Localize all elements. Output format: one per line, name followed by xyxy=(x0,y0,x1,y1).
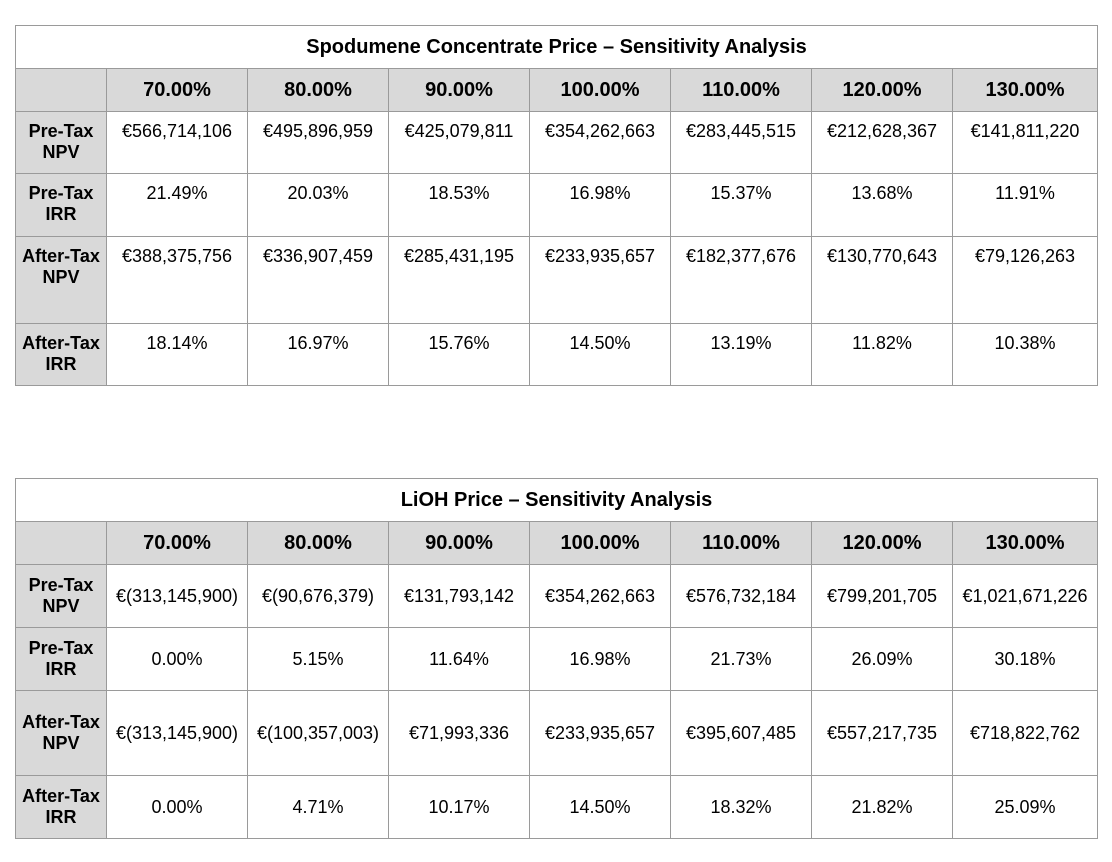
table-cell: 21.82% xyxy=(811,775,953,839)
column-header: 130.00% xyxy=(951,68,1099,112)
table-cell: 16.98% xyxy=(529,173,671,237)
table-row: Pre-Tax NPV €566,714,106 €495,896,959 €4… xyxy=(15,111,1099,174)
table-cell: €71,993,336 xyxy=(388,690,530,776)
row-label-pre-tax-npv: Pre-Tax NPV xyxy=(15,111,107,174)
row-label-pre-tax-irr: Pre-Tax IRR xyxy=(15,627,107,691)
table-cell: 21.49% xyxy=(106,173,248,237)
table-cell: 18.14% xyxy=(106,323,248,386)
table-cell: €495,896,959 xyxy=(247,111,389,174)
table-cell: €354,262,663 xyxy=(529,564,671,628)
column-header: 70.00% xyxy=(106,68,248,112)
table-row: After-Tax IRR 18.14% 16.97% 15.76% 14.50… xyxy=(15,323,1099,386)
table-cell: 16.97% xyxy=(247,323,389,386)
table-row: After-Tax NPV €388,375,756 €336,907,459 … xyxy=(15,236,1099,324)
table-cell: 26.09% xyxy=(811,627,953,691)
column-header: 120.00% xyxy=(811,521,953,565)
table-cell: 13.19% xyxy=(670,323,812,386)
table-cell: €(90,676,379) xyxy=(247,564,389,628)
table-cell: €182,377,676 xyxy=(670,236,812,324)
table-row: Pre-Tax NPV €(313,145,900) €(90,676,379)… xyxy=(15,564,1098,628)
column-header: 80.00% xyxy=(247,521,389,565)
table-cell: €233,935,657 xyxy=(529,690,671,776)
table-cell: €233,935,657 xyxy=(529,236,671,324)
table-cell: €283,445,515 xyxy=(670,111,812,174)
table-cell: 5.15% xyxy=(247,627,389,691)
table-cell: 18.32% xyxy=(670,775,812,839)
table-cell: 16.98% xyxy=(529,627,671,691)
table-cell: €79,126,263 xyxy=(951,236,1099,324)
column-header: 130.00% xyxy=(952,521,1098,565)
table-cell: 11.64% xyxy=(388,627,530,691)
table-cell: 15.76% xyxy=(388,323,530,386)
table-cell: €(313,145,900) xyxy=(106,564,248,628)
table-cell: 15.37% xyxy=(670,173,812,237)
table-row: After-Tax NPV €(313,145,900) €(100,357,0… xyxy=(15,690,1098,776)
table-cell: 0.00% xyxy=(106,775,248,839)
table-cell: €1,021,671,226 xyxy=(952,564,1098,628)
table-cell: €576,732,184 xyxy=(670,564,812,628)
table-cell: €354,262,663 xyxy=(529,111,671,174)
table-cell: €131,793,142 xyxy=(388,564,530,628)
column-header: 100.00% xyxy=(529,68,671,112)
table-cell: 10.17% xyxy=(388,775,530,839)
column-header: 100.00% xyxy=(529,521,671,565)
lioh-sensitivity-table: LiOH Price – Sensitivity Analysis 70.00%… xyxy=(15,478,1098,839)
column-header: 80.00% xyxy=(247,68,389,112)
table-cell: €799,201,705 xyxy=(811,564,953,628)
column-header: 110.00% xyxy=(670,68,812,112)
row-label-after-tax-npv: After-Tax NPV xyxy=(15,690,107,776)
column-header: 90.00% xyxy=(388,68,530,112)
table-row: After-Tax IRR 0.00% 4.71% 10.17% 14.50% … xyxy=(15,775,1098,839)
table-cell: €(313,145,900) xyxy=(106,690,248,776)
table-cell: 11.82% xyxy=(811,323,953,386)
row-label-pre-tax-irr: Pre-Tax IRR xyxy=(15,173,107,237)
row-label-pre-tax-npv: Pre-Tax NPV xyxy=(15,564,107,628)
spodumene-sensitivity-table: Spodumene Concentrate Price – Sensitivit… xyxy=(14,25,1099,386)
table-cell: 11.91% xyxy=(951,173,1099,237)
table-cell: €(100,357,003) xyxy=(247,690,389,776)
column-header: 90.00% xyxy=(388,521,530,565)
row-label-after-tax-irr: After-Tax IRR xyxy=(15,323,107,386)
table-cell: 21.73% xyxy=(670,627,812,691)
table-title: LiOH Price – Sensitivity Analysis xyxy=(15,478,1098,522)
table-cell: €388,375,756 xyxy=(106,236,248,324)
column-header: 110.00% xyxy=(670,521,812,565)
table-cell: 20.03% xyxy=(247,173,389,237)
table-row: Pre-Tax IRR 21.49% 20.03% 18.53% 16.98% … xyxy=(15,173,1099,237)
table-cell: €718,822,762 xyxy=(952,690,1098,776)
table-cell: 10.38% xyxy=(951,323,1099,386)
header-corner xyxy=(15,68,107,112)
table-cell: €395,607,485 xyxy=(670,690,812,776)
column-header: 70.00% xyxy=(106,521,248,565)
table-cell: 14.50% xyxy=(529,775,671,839)
table-cell: €141,811,220 xyxy=(951,111,1099,174)
table-cell: 4.71% xyxy=(247,775,389,839)
table-cell: 0.00% xyxy=(106,627,248,691)
table-cell: €336,907,459 xyxy=(247,236,389,324)
table-cell: €566,714,106 xyxy=(106,111,248,174)
row-label-after-tax-irr: After-Tax IRR xyxy=(15,775,107,839)
row-label-after-tax-npv: After-Tax NPV xyxy=(15,236,107,324)
table-cell: 25.09% xyxy=(952,775,1098,839)
table-row: Pre-Tax IRR 0.00% 5.15% 11.64% 16.98% 21… xyxy=(15,627,1098,691)
table-cell: €425,079,811 xyxy=(388,111,530,174)
table-cell: €130,770,643 xyxy=(811,236,953,324)
column-header: 120.00% xyxy=(811,68,953,112)
table-cell: 18.53% xyxy=(388,173,530,237)
table-cell: €212,628,367 xyxy=(811,111,953,174)
table-title: Spodumene Concentrate Price – Sensitivit… xyxy=(14,25,1099,69)
table-cell: 13.68% xyxy=(811,173,953,237)
table-cell: €557,217,735 xyxy=(811,690,953,776)
table-cell: 14.50% xyxy=(529,323,671,386)
table-cell: €285,431,195 xyxy=(388,236,530,324)
table-cell: 30.18% xyxy=(952,627,1098,691)
header-corner xyxy=(15,521,107,565)
